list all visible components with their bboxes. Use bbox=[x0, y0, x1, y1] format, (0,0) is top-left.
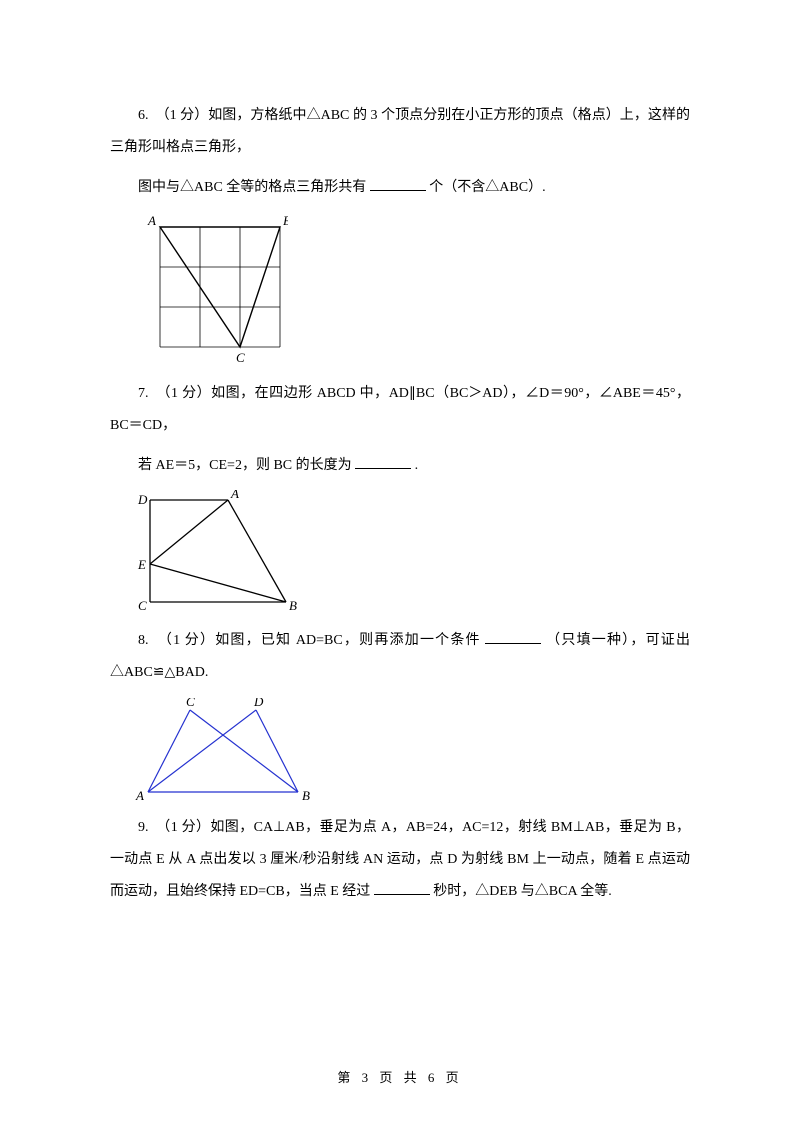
q7-figure: D A C B E bbox=[134, 490, 690, 621]
svg-text:E: E bbox=[137, 557, 146, 572]
q9-blank bbox=[374, 880, 430, 895]
q7-diagram: D A C B E bbox=[134, 490, 306, 616]
q8-figure: A B C D bbox=[134, 698, 690, 808]
q9-line2-post: 秒时，△DEB 与△BCA 全等. bbox=[433, 884, 612, 899]
svg-text:B: B bbox=[302, 788, 310, 803]
q7-text-line2: 若 AE＝5，CE=2，则 BC 的长度为 . bbox=[110, 450, 690, 482]
q6-figure: A B C bbox=[134, 213, 690, 374]
q7-blank bbox=[355, 454, 411, 469]
q7-line2-post: . bbox=[415, 458, 419, 473]
svg-text:A: A bbox=[147, 213, 156, 228]
q8-diagram: A B C D bbox=[134, 698, 314, 803]
svg-text:A: A bbox=[135, 788, 144, 803]
q8-line1-pre: 8. （1 分）如图，已知 AD=BC，则再添加一个条件 bbox=[138, 633, 481, 648]
q8-text-line1: 8. （1 分）如图，已知 AD=BC，则再添加一个条件 （只填一种），可证出△… bbox=[110, 625, 690, 689]
page-content: 6. （1 分）如图，方格纸中△ABC 的 3 个顶点分别在小正方形的顶点（格点… bbox=[110, 100, 690, 916]
q6-line2-post: 个（不含△ABC）. bbox=[429, 180, 545, 195]
svg-text:C: C bbox=[138, 598, 147, 613]
svg-text:A: A bbox=[230, 490, 239, 501]
q9-text: 9. （1 分）如图，CA⊥AB，垂足为点 A，AB=24，AC=12，射线 B… bbox=[110, 812, 690, 909]
q6-line2-pre: 图中与△ABC 全等的格点三角形共有 bbox=[138, 180, 366, 195]
svg-text:C: C bbox=[236, 350, 245, 365]
q6-diagram: A B C bbox=[134, 213, 288, 369]
svg-text:D: D bbox=[253, 698, 264, 709]
svg-text:C: C bbox=[186, 698, 195, 709]
q7-text-line1: 7. （1 分）如图，在四边形 ABCD 中，AD∥BC（BC＞AD），∠D＝9… bbox=[110, 378, 690, 442]
svg-text:B: B bbox=[289, 598, 297, 613]
q7-line2-pre: 若 AE＝5，CE=2，则 BC 的长度为 bbox=[138, 458, 352, 473]
q6-blank bbox=[370, 176, 426, 191]
q6-text-line2: 图中与△ABC 全等的格点三角形共有 个（不含△ABC）. bbox=[110, 172, 690, 204]
page-footer: 第 3 页 共 6 页 bbox=[0, 1067, 800, 1086]
svg-text:D: D bbox=[137, 492, 148, 507]
svg-text:B: B bbox=[283, 213, 288, 228]
q6-text-line1: 6. （1 分）如图，方格纸中△ABC 的 3 个顶点分别在小正方形的顶点（格点… bbox=[110, 100, 690, 164]
q8-blank bbox=[485, 629, 541, 644]
